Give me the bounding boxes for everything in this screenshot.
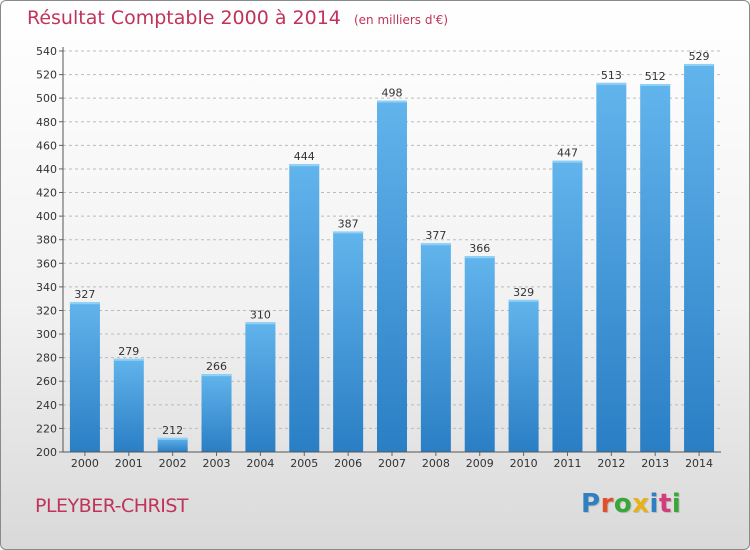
logo-letter: P: [581, 489, 601, 519]
bar: [508, 299, 539, 452]
data-label: 447: [557, 147, 578, 160]
y-tick-label: 360: [36, 257, 57, 270]
y-tick-label: 220: [36, 422, 57, 435]
y-tick-label: 260: [36, 375, 57, 388]
bar-highlight: [113, 358, 144, 361]
x-tick-label: 2001: [115, 457, 143, 470]
bar: [684, 63, 715, 452]
logo-letter: r: [600, 489, 614, 519]
y-tick-label: 540: [36, 45, 57, 58]
x-tick-label: 2012: [597, 457, 625, 470]
labels: 200 220 240 260 280 300 320 340 360 380 400 420 440 4…: [36, 45, 713, 470]
bar: [640, 84, 671, 452]
y-tick-label: 500: [36, 92, 57, 105]
y-tick-label: 440: [36, 163, 57, 176]
bar: [552, 160, 583, 452]
chart-subtitle: (en milliers d'€): [353, 13, 449, 27]
x-tick-label: 2004: [246, 457, 274, 470]
bar-highlight: [157, 437, 188, 440]
x-tick-label: 2010: [510, 457, 538, 470]
bar: [245, 322, 276, 452]
bar-highlight: [464, 256, 495, 259]
data-label: 444: [294, 150, 315, 163]
bar: [464, 256, 495, 452]
bar-highlight: [377, 100, 407, 103]
logo-letter: o: [613, 489, 633, 519]
x-tick-label: 2007: [378, 457, 406, 470]
y-tick-label: 520: [36, 69, 57, 82]
data-label: 377: [425, 229, 446, 242]
bar-highlight: [640, 84, 671, 87]
x-tick-label: 2006: [334, 457, 362, 470]
y-tick-label: 380: [36, 234, 57, 247]
bar-highlight: [289, 164, 320, 167]
data-label: 366: [469, 242, 490, 255]
x-tick-label: 2013: [641, 457, 669, 470]
data-label: 266: [206, 360, 227, 373]
y-tick-label: 480: [36, 116, 57, 129]
logo-letter: x: [632, 489, 650, 519]
y-tick-label: 400: [36, 210, 57, 223]
bar-highlight: [333, 231, 364, 234]
bars: [69, 63, 715, 453]
bar-highlight: [596, 82, 627, 85]
axes: [59, 47, 721, 456]
bar: [289, 164, 320, 453]
logo-letter: i: [649, 489, 659, 519]
bar-highlight: [245, 322, 276, 325]
bar-highlight: [69, 302, 100, 305]
data-label: 279: [118, 345, 139, 358]
bar-highlight: [420, 243, 451, 246]
y-tick-label: 280: [36, 352, 57, 365]
data-label: 327: [74, 288, 95, 301]
x-tick-label: 2014: [685, 457, 713, 470]
data-label: 513: [601, 69, 622, 82]
chart-title: Résultat Comptable 2000 à 2014: [27, 7, 341, 29]
x-tick-label: 2002: [159, 457, 187, 470]
data-label: 329: [513, 286, 534, 299]
bar: [333, 231, 364, 452]
y-tick-label: 460: [36, 139, 57, 152]
x-tick-label: 2005: [290, 457, 318, 470]
x-tick-label: 2003: [203, 457, 231, 470]
x-tick-label: 2000: [71, 457, 99, 470]
y-tick-label: 240: [36, 399, 57, 412]
bar: [201, 374, 232, 452]
bar-highlight: [552, 160, 583, 163]
bar-highlight: [684, 63, 715, 66]
bar: [113, 358, 144, 452]
place-name: PLEYBER-CHRIST: [35, 495, 189, 517]
y-tick-label: 300: [36, 328, 57, 341]
data-label: 529: [689, 50, 710, 63]
x-tick-label: 2011: [553, 457, 581, 470]
bar-highlight: [201, 374, 232, 377]
y-tick-label: 320: [36, 304, 57, 317]
logo-letter: t: [658, 489, 672, 519]
data-label: 212: [162, 424, 183, 437]
bar-highlight: [508, 299, 539, 302]
bar: [377, 100, 407, 453]
x-tick-label: 2008: [422, 457, 450, 470]
data-label: 512: [645, 70, 666, 83]
bar: [420, 243, 451, 452]
data-label: 310: [250, 308, 271, 321]
y-tick-label: 200: [36, 446, 57, 459]
logo-letter: i: [671, 489, 682, 519]
bar: [596, 82, 627, 452]
x-tick-label: 2009: [466, 457, 494, 470]
bar: [69, 302, 100, 452]
data-label: 387: [338, 217, 359, 230]
bar: [157, 437, 188, 452]
proxiti-logo: Proxiti: [581, 489, 681, 519]
y-tick-label: 340: [36, 281, 57, 294]
chart-title-line: Résultat Comptable 2000 à 2014 (en milli…: [27, 7, 448, 29]
data-label: 498: [382, 87, 403, 100]
y-tick-label: 420: [36, 187, 57, 200]
